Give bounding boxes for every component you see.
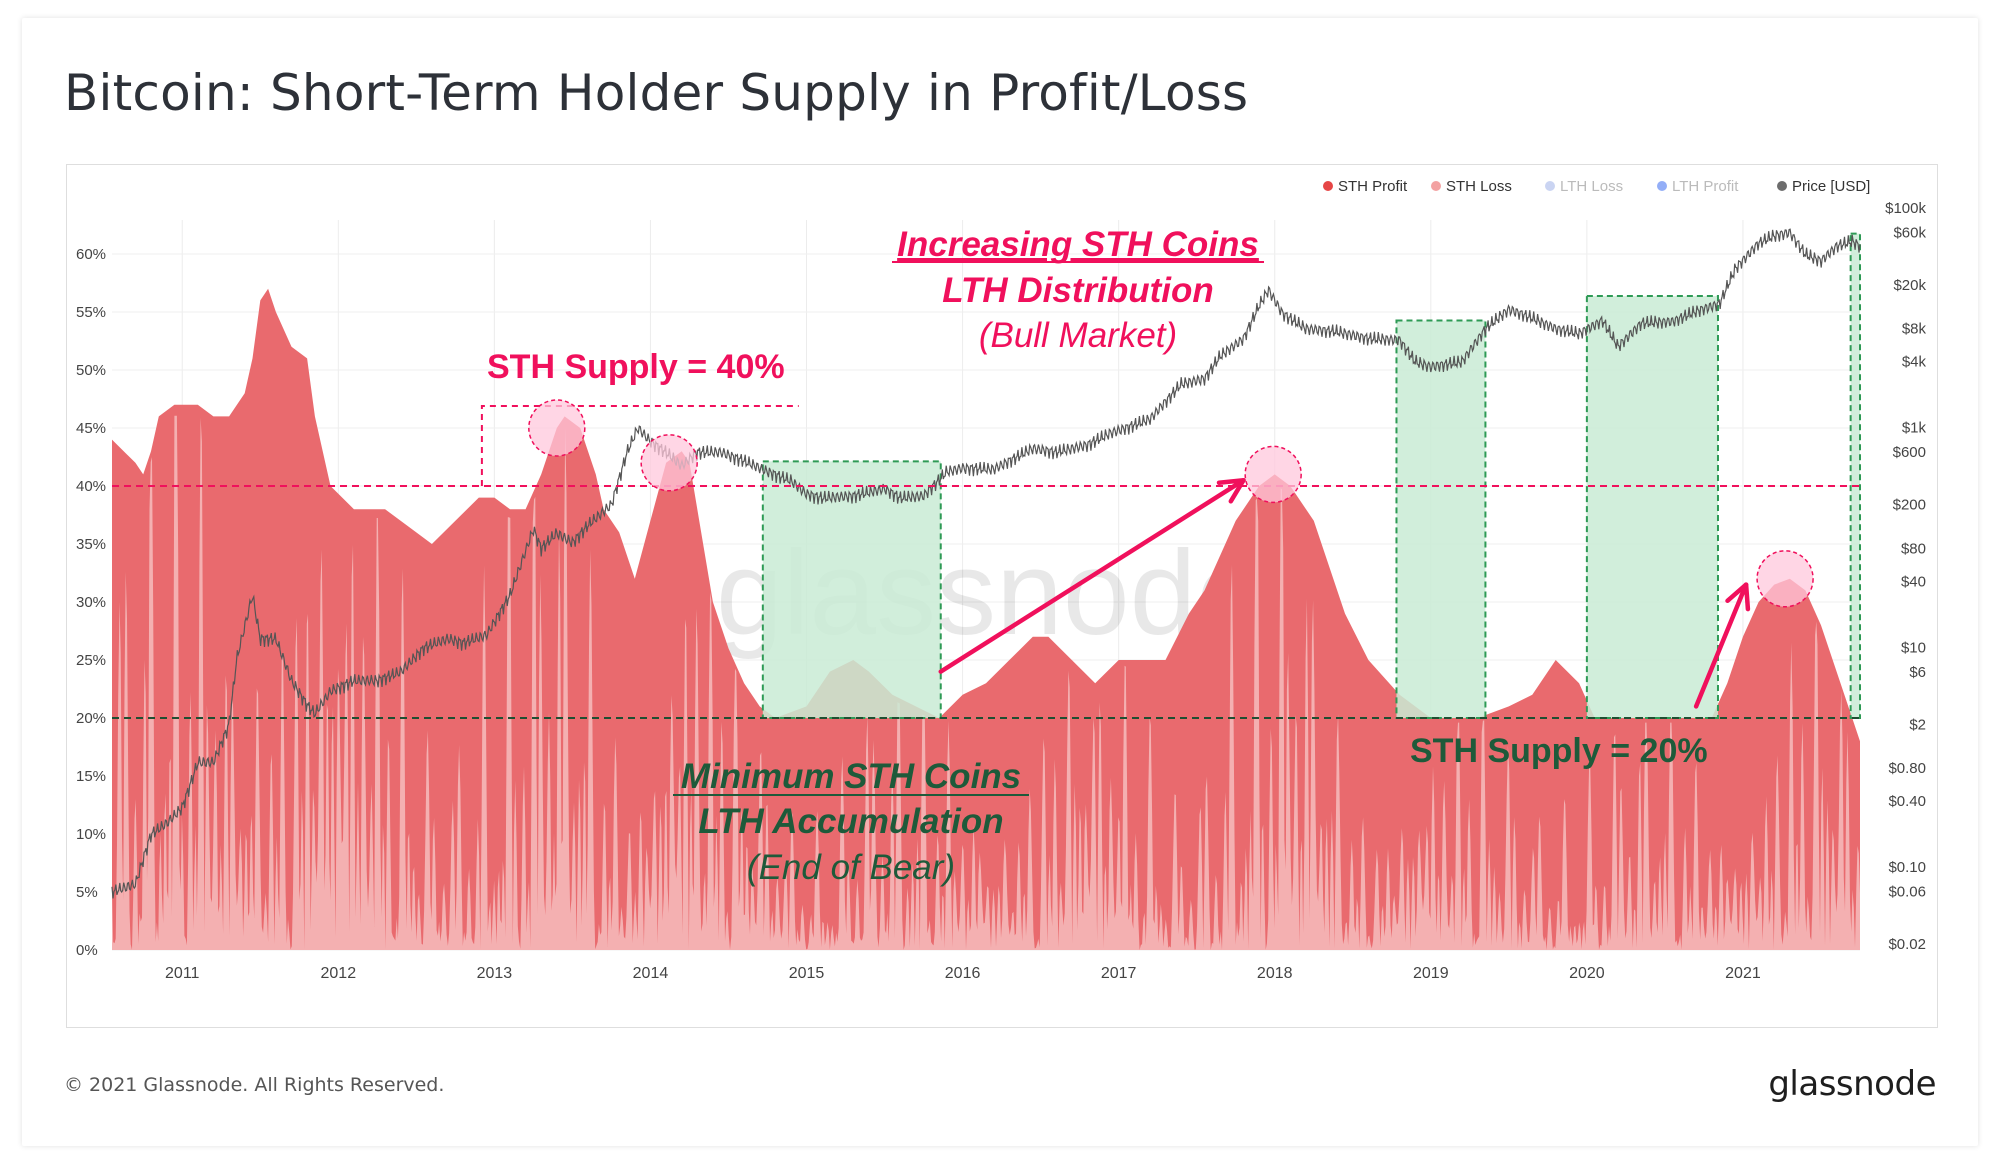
x-tick-label: 2019 (1413, 965, 1449, 982)
x-tick-label: 2020 (1569, 965, 1605, 982)
y-tick-label: 15% (76, 768, 106, 785)
x-tick-label: 2013 (477, 965, 513, 982)
legend[interactable]: STH Profit STH Loss LTH Loss LTH Profit Pric… (1323, 178, 1870, 195)
y-right-tick-label: $1k (1902, 420, 1927, 437)
y-tick-label: 0% (76, 942, 98, 959)
legend-dot-icon (1323, 181, 1333, 191)
x-tick-label: 2021 (1725, 965, 1761, 982)
y-right-tick-label: $4k (1902, 354, 1927, 371)
legend-item[interactable]: STH Profit (1323, 178, 1408, 195)
legend-dot-icon (1777, 181, 1787, 191)
trend-arrow-line (1693, 582, 1749, 709)
trend-arrow-head (1216, 477, 1246, 504)
x-tick-label: 2018 (1257, 965, 1293, 982)
peak-marker (1244, 445, 1302, 504)
bear-label-line3: (End of Bear) (747, 848, 955, 887)
legend-label: Price [USD] (1792, 178, 1870, 195)
y-right-tick-label: $8k (1902, 321, 1927, 338)
y-tick-label: 40% (76, 478, 106, 495)
brand-logo: glassnode (1768, 1064, 1936, 1104)
accumulation-zones (761, 232, 1862, 720)
bull-label-line1: Increasing STH Coins (897, 225, 1259, 264)
y-tick-label: 10% (76, 826, 106, 843)
y-right-tick-label: $100k (1885, 200, 1926, 217)
bear-label-line1: Minimum STH Coins (681, 757, 1021, 796)
y-right-tick-label: $6 (1909, 664, 1926, 681)
price-line (111, 228, 1861, 899)
x-tick-label: 2017 (1101, 965, 1137, 982)
peak-marker (640, 434, 698, 492)
legend-item[interactable]: STH Loss (1431, 178, 1512, 195)
copyright: © 2021 Glassnode. All Rights Reserved. (64, 1074, 445, 1096)
y-right-tick-label: $0.40 (1888, 793, 1926, 810)
trend-arrow-line (938, 477, 1246, 674)
x-tick-label: 2011 (165, 965, 200, 982)
x-tick-label: 2012 (321, 965, 357, 982)
y-right-tick-label: $200 (1893, 497, 1926, 514)
y-tick-label: 30% (76, 594, 106, 611)
bull-label-line3: (Bull Market) (979, 316, 1177, 355)
y-right-tick-label: $600 (1893, 444, 1926, 461)
legend-label: STH Loss (1446, 178, 1512, 195)
legend-item[interactable]: LTH Profit (1657, 178, 1739, 195)
axes: 0% 5% 10% 15% 20% 25% 30% 35% 40% 45% 50% 55% 60% 201… (76, 200, 1926, 982)
annotations: STH Supply = 40% STH Supply = 20% Increasi… (112, 225, 1860, 887)
trend-arrow-head (1725, 582, 1751, 612)
peak-marker (528, 399, 586, 457)
legend-item[interactable]: LTH Loss (1545, 178, 1623, 195)
bear-label-line2: LTH Accumulation (698, 802, 1003, 841)
y-right-tick-label: $10 (1901, 639, 1926, 656)
sth40-label: STH Supply = 40% (487, 348, 785, 386)
legend-dot-icon (1657, 181, 1667, 191)
legend-label: LTH Loss (1560, 178, 1623, 195)
accumulation-zone (1585, 295, 1719, 719)
y-tick-label: 20% (76, 710, 106, 727)
accumulation-zone (761, 460, 942, 719)
accumulation-zone (1849, 232, 1862, 720)
accumulation-zone (1395, 319, 1487, 719)
price-series (111, 228, 1861, 899)
y-right-tick-label: $0.02 (1888, 936, 1926, 953)
y-tick-label: 45% (76, 420, 106, 437)
sth20-label: STH Supply = 20% (1410, 732, 1708, 770)
x-tick-label: 2014 (633, 965, 669, 982)
legend-label: LTH Profit (1672, 178, 1739, 195)
y-right-tick-label: $40 (1901, 573, 1926, 590)
y-tick-label: 50% (76, 362, 106, 379)
x-tick-label: 2015 (789, 965, 825, 982)
y-right-tick-label: $2 (1909, 716, 1926, 733)
y-tick-label: 55% (76, 304, 106, 321)
legend-dot-icon (1431, 181, 1441, 191)
y-right-tick-label: $0.10 (1888, 859, 1926, 876)
y-right-tick-label: $0.06 (1888, 884, 1926, 901)
page-title: Bitcoin: Short-Term Holder Supply in Pro… (64, 64, 1249, 122)
y-tick-label: 60% (76, 246, 106, 263)
peak-marker (1756, 550, 1814, 608)
sth40-bracket (480, 405, 799, 486)
y-tick-label: 5% (76, 884, 98, 901)
sth-loss-area (112, 415, 1860, 950)
bull-label-line2: LTH Distribution (942, 271, 1214, 310)
legend-label: STH Profit (1338, 178, 1408, 195)
y-right-tick-label: $60k (1893, 224, 1926, 241)
legend-dot-icon (1545, 181, 1555, 191)
chart: glassnode STH Supply = 40%STH Supply = 2… (76, 178, 1926, 982)
y-right-tick-label: $80 (1901, 540, 1926, 557)
y-tick-label: 25% (76, 652, 106, 669)
y-tick-label: 35% (76, 536, 106, 553)
y-right-tick-label: $0.80 (1888, 760, 1926, 777)
legend-item[interactable]: Price [USD] (1777, 178, 1870, 195)
y-right-tick-label: $20k (1893, 277, 1926, 294)
x-tick-label: 2016 (945, 965, 981, 982)
